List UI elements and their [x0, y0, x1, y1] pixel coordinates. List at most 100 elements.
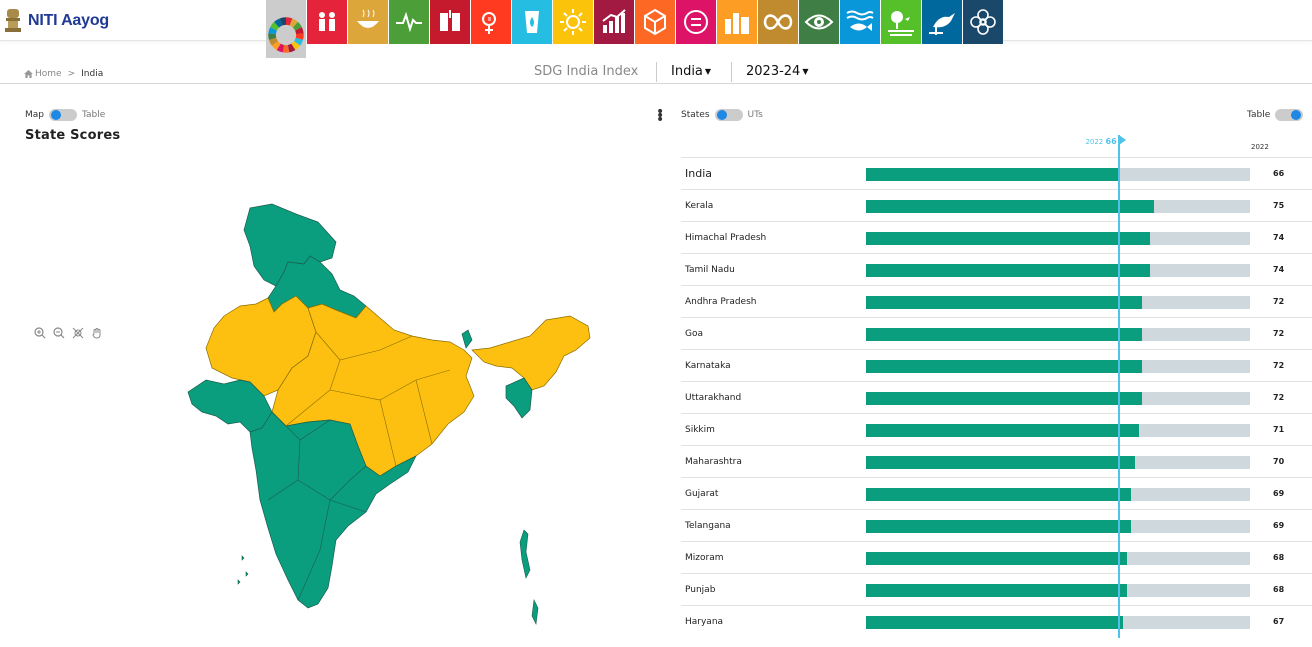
score-bar[interactable] — [866, 264, 1151, 277]
niti-aayog-logo[interactable]: NITI Aayog — [4, 8, 109, 34]
score-bar[interactable] — [866, 488, 1131, 501]
sdg-goal-tile[interactable] — [758, 0, 798, 44]
score-bar[interactable] — [866, 392, 1143, 405]
sdg-goal-tile[interactable] — [307, 0, 347, 44]
table-row[interactable]: Maharashtra 70 — [681, 445, 1312, 478]
score-bar-track — [866, 584, 1250, 597]
map-region-lakshadweep[interactable] — [237, 555, 249, 585]
score-bar[interactable] — [866, 360, 1143, 373]
table-row[interactable]: India 66 — [681, 157, 1312, 190]
zero-hunger-icon — [357, 9, 379, 28]
map-region-south[interactable] — [249, 411, 417, 609]
reset-zoom-icon[interactable] — [71, 326, 85, 340]
score-value: 68 — [1273, 553, 1285, 562]
region-dropdown[interactable]: India ▼ — [671, 64, 711, 79]
toggle-knob — [716, 110, 727, 120]
score-bar[interactable] — [866, 616, 1124, 629]
state-name: Tamil Nadu — [685, 265, 735, 275]
score-bar[interactable] — [866, 168, 1120, 181]
more-options-icon[interactable]: • • • — [656, 104, 665, 128]
table-row[interactable]: Haryana 67 — [681, 605, 1312, 638]
states-uts-toggle[interactable] — [714, 109, 743, 121]
map-region-sikkim[interactable] — [461, 329, 473, 349]
sdg-goal-tile[interactable] — [922, 0, 962, 44]
sdg-goal-tile[interactable] — [594, 0, 634, 44]
map-region-northeast-green[interactable] — [505, 377, 533, 419]
score-bar[interactable] — [866, 232, 1151, 245]
sdg-goal-tile[interactable] — [512, 0, 552, 44]
sdg-goal-tile[interactable] — [881, 0, 921, 44]
table-view-toggle-row: Table — [1247, 109, 1308, 121]
score-bar[interactable] — [866, 296, 1143, 309]
table-row[interactable]: Andhra Pradesh 72 — [681, 285, 1312, 318]
decent-work-icon — [602, 9, 626, 33]
score-bar[interactable] — [866, 584, 1128, 597]
map-toggle-label: Map — [25, 110, 44, 120]
table-row[interactable]: Karnataka 72 — [681, 349, 1312, 382]
sdg-goal-tile[interactable] — [348, 0, 388, 44]
score-bar-track — [866, 296, 1250, 309]
sdg-goal-tile[interactable] — [963, 0, 1003, 44]
table-row[interactable]: Sikkim 71 — [681, 413, 1312, 446]
sdg-goal-tile[interactable] — [389, 0, 429, 44]
state-name: Haryana — [685, 617, 724, 627]
score-bar[interactable] — [866, 424, 1139, 437]
score-bar[interactable] — [866, 552, 1128, 565]
map-region-northeast[interactable] — [471, 315, 591, 391]
sdg-goal-tile[interactable] — [553, 0, 593, 44]
state-name: Karnataka — [685, 361, 731, 371]
score-bar[interactable] — [866, 520, 1131, 533]
table-row[interactable]: Himachal Pradesh 74 — [681, 221, 1312, 254]
sdg-goal-tile[interactable] — [635, 0, 675, 44]
home-icon[interactable] — [24, 70, 33, 78]
region-value: India — [671, 64, 703, 79]
sdg-goal-tile[interactable] — [266, 0, 306, 58]
zoom-out-icon[interactable] — [52, 326, 66, 340]
year-dropdown[interactable]: 2023-24 ▼ — [746, 64, 808, 79]
sdg-goal-tile[interactable] — [840, 0, 880, 44]
chevron-down-icon: ▼ — [704, 67, 712, 76]
score-value: 67 — [1273, 617, 1285, 626]
table-row[interactable]: Kerala 75 — [681, 189, 1312, 222]
climate-action-icon — [804, 14, 834, 30]
table-row[interactable]: Telangana 69 — [681, 509, 1312, 542]
header-divider — [731, 62, 732, 82]
breadcrumb-current: India — [81, 69, 104, 79]
table-row[interactable]: Punjab 68 — [681, 573, 1312, 606]
table-row[interactable]: Tamil Nadu 74 — [681, 253, 1312, 286]
industry-innovation-icon — [644, 8, 666, 36]
uts-toggle-label: UTs — [747, 110, 763, 120]
reference-year: 2022 — [1085, 138, 1104, 146]
state-name: Punjab — [685, 585, 716, 595]
pan-hand-icon[interactable] — [90, 326, 104, 340]
state-name: Himachal Pradesh — [685, 233, 767, 243]
india-state-map[interactable] — [180, 200, 600, 630]
table-row[interactable]: Goa 72 — [681, 317, 1312, 350]
breadcrumb-home-link[interactable]: Home — [35, 69, 62, 79]
score-value: 72 — [1273, 393, 1285, 402]
good-health-icon — [396, 11, 422, 33]
sdg-goal-tile[interactable] — [676, 0, 716, 44]
table-view-toggle[interactable] — [1275, 109, 1304, 121]
score-value: 69 — [1273, 521, 1285, 530]
reduced-inequalities-icon — [684, 10, 708, 34]
score-bar[interactable] — [866, 200, 1154, 213]
sdg-goal-tile[interactable] — [430, 0, 470, 44]
map-region-andaman[interactable] — [519, 529, 539, 626]
year-value: 2023-24 — [746, 64, 801, 79]
map-table-toggle[interactable] — [49, 109, 77, 121]
score-bar[interactable] — [866, 328, 1143, 341]
states-toggle-label: States — [681, 110, 710, 120]
score-bar-track — [866, 488, 1250, 501]
sdg-goal-tile[interactable] — [717, 0, 757, 44]
table-row[interactable]: Uttarakhand 72 — [681, 381, 1312, 414]
sdg-goal-tile[interactable] — [471, 0, 511, 44]
state-name: Mizoram — [685, 553, 724, 563]
score-bar[interactable] — [866, 456, 1135, 469]
table-row[interactable]: Gujarat 69 — [681, 477, 1312, 510]
sdg-wheel-icon — [268, 17, 304, 53]
state-name: Telangana — [685, 521, 731, 531]
zoom-in-icon[interactable] — [33, 326, 47, 340]
table-row[interactable]: Mizoram 68 — [681, 541, 1312, 574]
sdg-goal-tile[interactable] — [799, 0, 839, 44]
